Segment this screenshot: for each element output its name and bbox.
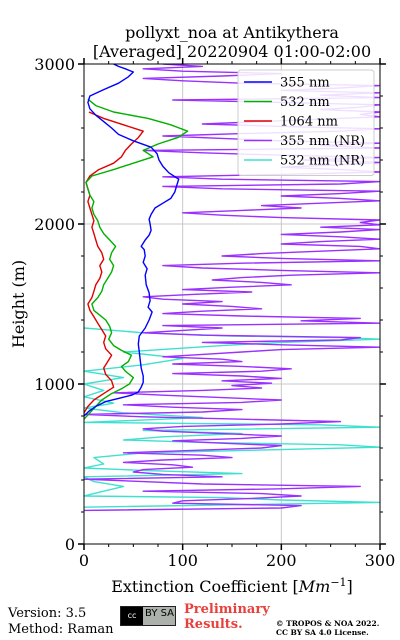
legend-label: 1064 nm — [280, 115, 338, 130]
chart-title-line-1: pollyxt_noa at Antikythera — [125, 23, 339, 42]
x-axis-label: Extinction Coefficient [Mm−1] — [111, 576, 353, 596]
copyright-line-2: CC BY SA 4.0 License. — [276, 628, 369, 637]
legend-label: 532 nm — [280, 95, 330, 110]
x-tick-label: 200 — [266, 551, 297, 570]
series-line-1064-nm — [84, 111, 144, 414]
series-line-355-nm-nr- — [84, 64, 380, 512]
legend-label: 532 nm (NR) — [280, 154, 365, 169]
x-tick-label: 100 — [167, 551, 198, 570]
y-axis-label: Height (m) — [9, 260, 28, 348]
y-tick-label: 0 — [65, 535, 75, 554]
legend-label: 355 nm (NR) — [280, 134, 365, 149]
x-axis-label-unit: Mm — [298, 577, 331, 596]
legend-label: 355 nm — [280, 76, 330, 91]
chart-title: pollyxt_noa at Antikythera [Averaged] 20… — [93, 23, 371, 61]
y-tick-label: 3000 — [34, 55, 75, 74]
cc-by-sa-icon: BY SA — [145, 608, 174, 619]
x-tick-label: 0 — [79, 551, 89, 570]
y-tick-label: 1000 — [34, 375, 75, 394]
x-tick-label: 300 — [365, 551, 396, 570]
extinction-chart: pollyxt_noa at Antikythera [Averaged] 20… — [9, 23, 395, 596]
series-line-532-nm — [84, 98, 189, 420]
version-text: Version: 3.5 — [8, 606, 87, 621]
preliminary-results-note: Preliminary Results. — [184, 602, 270, 632]
cc-logo-icon: cc — [121, 607, 143, 625]
preliminary-line-1: Preliminary — [184, 602, 270, 617]
series-layer — [84, 64, 380, 512]
method-text: Method: Raman — [8, 622, 114, 637]
legend-box — [237, 69, 375, 176]
preliminary-line-2: Results. — [184, 617, 243, 632]
x-axis-label-text: Extinction Coefficient [ — [111, 577, 299, 596]
x-axis-label-end: ] — [347, 577, 353, 596]
series-line-355-nm — [84, 64, 180, 417]
legend: 355 nm 532 nm 1064 nm 355 nm (NR) 532 nm (NR… — [237, 69, 375, 176]
copyright-line-1: © TROPOS & NOA 2022. — [276, 619, 380, 628]
copyright-notice: © TROPOS & NOA 2022. CC BY SA 4.0 Licens… — [276, 619, 379, 637]
chart-title-line-2: [Averaged] 20220904 01:00-02:00 — [93, 42, 371, 61]
y-tick-label: 2000 — [34, 215, 75, 234]
cc-license-badge: cc BY SA — [120, 606, 176, 626]
x-axis-label-exponent: −1 — [330, 576, 346, 589]
